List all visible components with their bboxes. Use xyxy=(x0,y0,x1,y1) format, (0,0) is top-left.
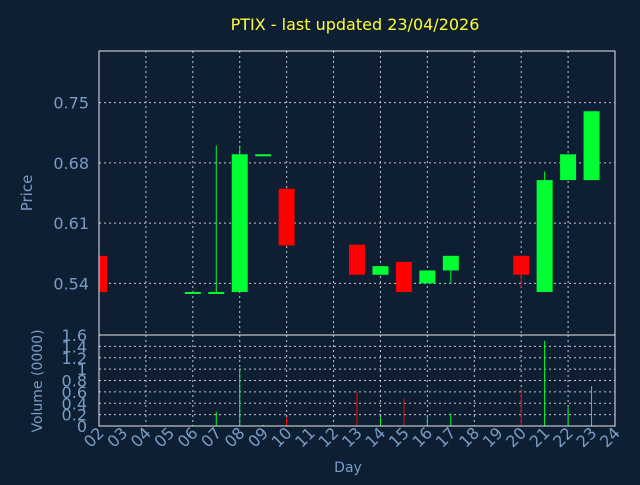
candle-body xyxy=(208,291,225,294)
candle-body xyxy=(349,244,365,275)
volume-y-tick-label: 0.4 xyxy=(62,394,87,413)
price-panel: 0.54 0.61 0.68 0.75 Price xyxy=(18,50,616,336)
candle-body xyxy=(442,255,459,271)
candle-body xyxy=(184,291,201,294)
candle-body xyxy=(231,154,248,292)
volume-y-tick-label: 1 xyxy=(77,360,87,379)
volume-y-tick-label: 1.2 xyxy=(62,349,87,368)
volume-y-tick-label: 1.6 xyxy=(62,326,87,345)
volume-y-axis-label: Volume (0000) xyxy=(30,329,46,432)
candle-day-7 xyxy=(208,145,225,294)
candle-body xyxy=(372,266,389,275)
candle-day-22 xyxy=(560,154,577,181)
candle-day-6 xyxy=(184,291,201,294)
x-axis-ticks: 0203040506070809101112131415161718192021… xyxy=(80,423,624,451)
volume-y-ticks: 00.20.40.60.811.21.41.6 xyxy=(62,326,87,436)
volume-y-tick-label: 0 xyxy=(77,417,87,436)
candle-body xyxy=(255,154,272,157)
candle-day-20 xyxy=(513,255,530,288)
price-y-tick-label: 0.68 xyxy=(53,154,89,173)
candle-body xyxy=(583,111,600,181)
volume-y-tick-label: 0.8 xyxy=(62,372,87,391)
candle-day-14 xyxy=(372,266,389,275)
price-y-tick-label: 0.61 xyxy=(53,214,89,233)
price-y-axis-label: Price xyxy=(18,175,36,212)
candle-body xyxy=(278,188,295,246)
candle-body xyxy=(99,255,107,292)
x-axis-label: Day xyxy=(334,460,362,476)
candle-body xyxy=(513,255,530,275)
volume-bars xyxy=(192,340,593,426)
volume-frame xyxy=(98,334,616,427)
candle-day-16 xyxy=(419,270,436,284)
candle-body xyxy=(536,180,553,292)
candle-day-2 xyxy=(98,255,107,292)
volume-y-tick-label: 0.2 xyxy=(62,406,87,425)
price-y-tick-label: 0.54 xyxy=(53,274,89,293)
candle-day-17 xyxy=(442,255,459,284)
candle-day-8 xyxy=(231,145,248,292)
candle-body xyxy=(419,270,436,284)
candle-day-10 xyxy=(278,188,295,246)
volume-y-tick-label: 1.4 xyxy=(62,337,87,356)
candle-body xyxy=(395,261,412,292)
candle-day-13 xyxy=(349,244,365,275)
candle-day-23 xyxy=(583,111,600,181)
chart-title: PTIX - last updated 23/04/2026 xyxy=(231,15,480,34)
candle-body xyxy=(560,154,577,181)
candle-day-9 xyxy=(255,154,272,157)
candle-day-21 xyxy=(536,171,553,292)
price-y-ticks: 0.54 0.61 0.68 0.75 xyxy=(53,94,89,294)
volume-y-tick-label: 0.6 xyxy=(62,383,87,402)
price-y-tick-label: 0.75 xyxy=(53,94,89,113)
candle-day-15 xyxy=(395,261,412,292)
